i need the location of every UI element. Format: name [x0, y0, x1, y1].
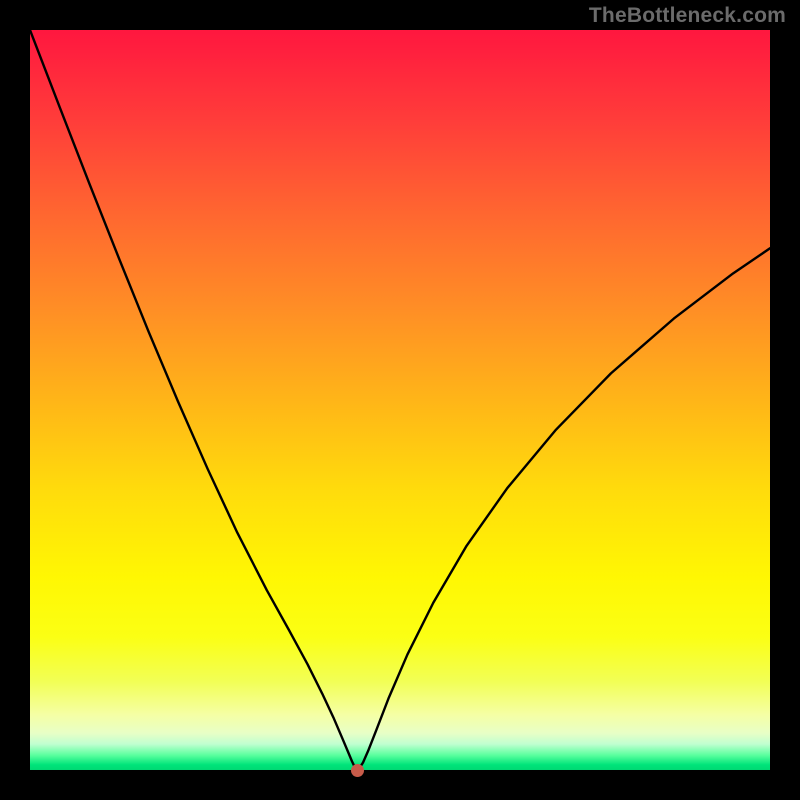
curve-layer: [30, 30, 770, 770]
bottleneck-curve: [30, 30, 770, 770]
plot-area: [30, 30, 770, 770]
minimum-marker: [351, 764, 364, 777]
watermark-text: TheBottleneck.com: [589, 4, 786, 28]
